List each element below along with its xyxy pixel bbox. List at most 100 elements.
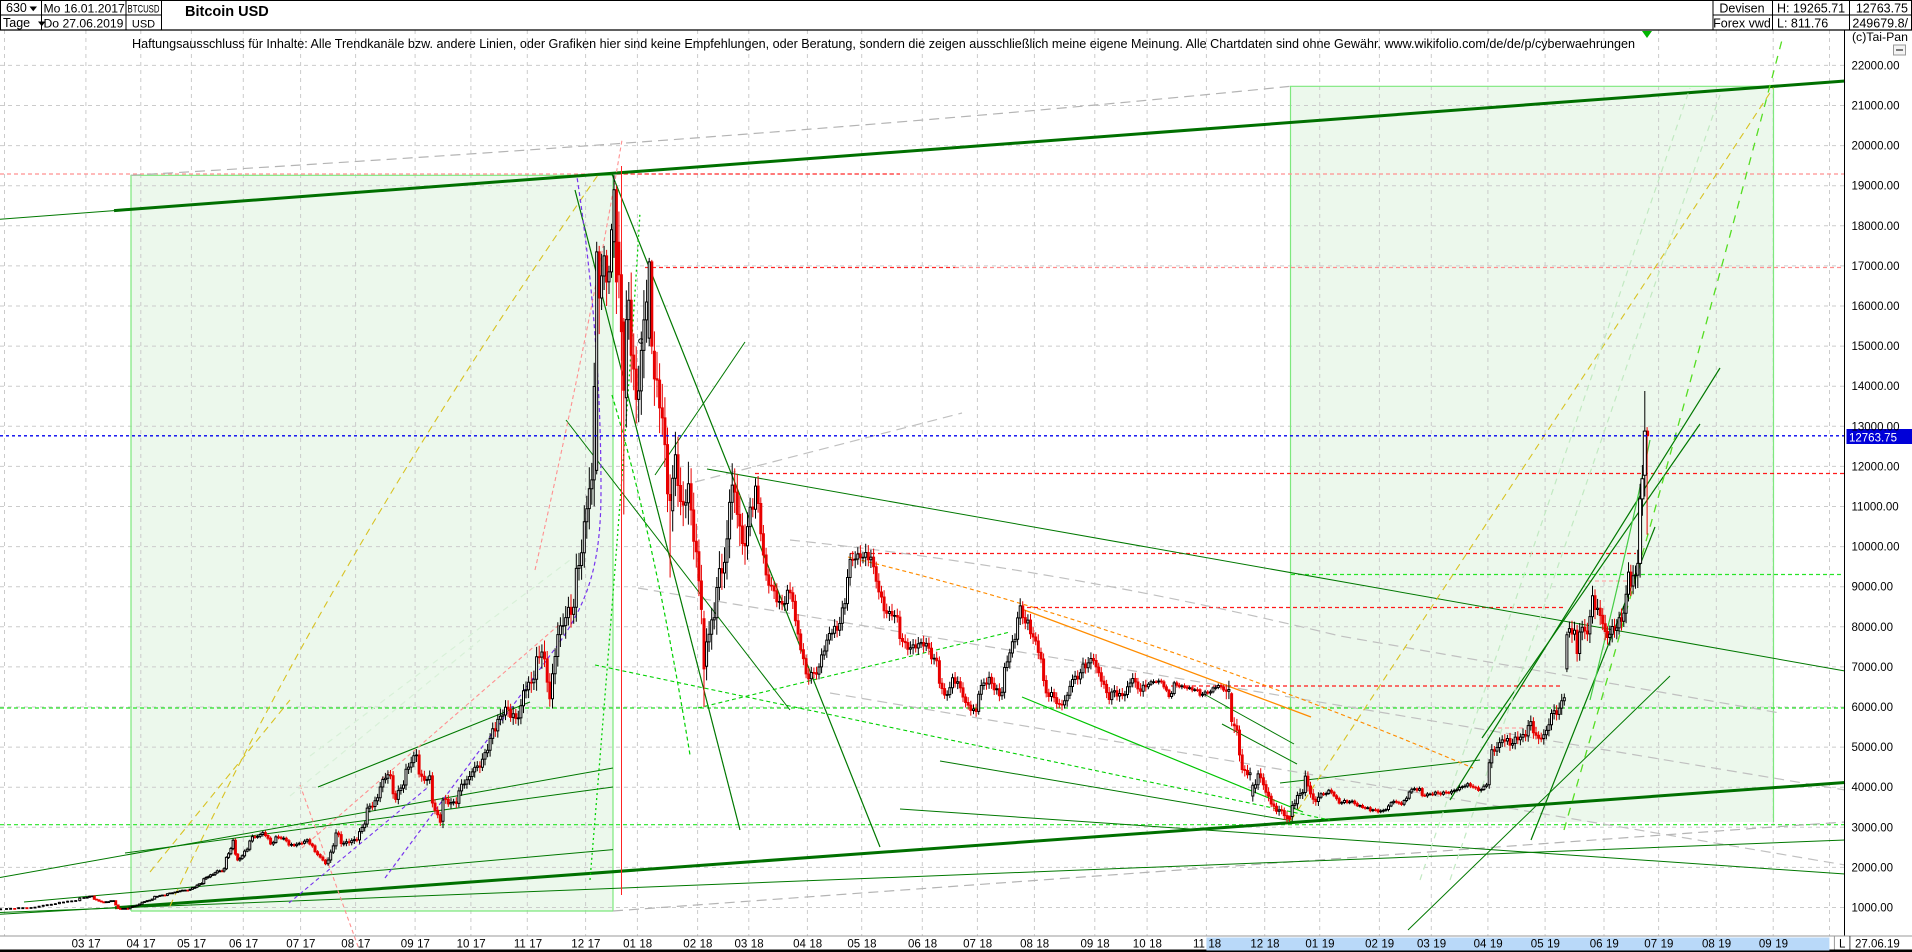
svg-text:04: 04 xyxy=(793,939,806,951)
svg-text:14000.00: 14000.00 xyxy=(1852,381,1900,393)
svg-text:05: 05 xyxy=(1531,939,1544,951)
svg-text:17: 17 xyxy=(88,939,101,951)
svg-text:3000.00: 3000.00 xyxy=(1852,822,1894,834)
svg-text:18000.00: 18000.00 xyxy=(1852,221,1900,233)
svg-text:2000.00: 2000.00 xyxy=(1852,862,1894,874)
svg-text:Tage: Tage xyxy=(3,16,30,30)
svg-text:18: 18 xyxy=(1267,939,1280,951)
svg-text:12763.75: 12763.75 xyxy=(1856,2,1908,16)
svg-text:01: 01 xyxy=(623,939,636,951)
svg-text:(c)Tai-Pan: (c)Tai-Pan xyxy=(1852,30,1908,44)
svg-text:17: 17 xyxy=(417,939,430,951)
svg-text:21000.00: 21000.00 xyxy=(1852,101,1900,113)
svg-text:15000.00: 15000.00 xyxy=(1852,341,1900,353)
svg-text:08: 08 xyxy=(1702,939,1715,951)
svg-text:19000.00: 19000.00 xyxy=(1852,181,1900,193)
svg-text:09: 09 xyxy=(401,939,414,951)
svg-text:16000.00: 16000.00 xyxy=(1852,301,1900,313)
svg-text:19: 19 xyxy=(1547,939,1560,951)
svg-text:19: 19 xyxy=(1661,939,1674,951)
svg-text:03: 03 xyxy=(1417,939,1430,951)
svg-text:17: 17 xyxy=(358,939,371,951)
svg-text:18: 18 xyxy=(864,939,877,951)
svg-text:19: 19 xyxy=(1490,939,1503,951)
svg-text:07: 07 xyxy=(286,939,299,951)
svg-text:04: 04 xyxy=(1474,939,1487,951)
svg-text:L: L xyxy=(1839,939,1846,951)
svg-text:06: 06 xyxy=(908,939,921,951)
svg-text:Haftungsausschluss für Inhalte: Haftungsausschluss für Inhalte: Alle Tre… xyxy=(132,37,1635,51)
svg-text:18: 18 xyxy=(751,939,764,951)
svg-text:01: 01 xyxy=(1305,939,1318,951)
svg-text:18: 18 xyxy=(979,939,992,951)
svg-text:4000.00: 4000.00 xyxy=(1852,782,1894,794)
svg-text:06: 06 xyxy=(1590,939,1603,951)
svg-text:17: 17 xyxy=(588,939,601,951)
svg-text:11000.00: 11000.00 xyxy=(1852,502,1899,514)
svg-text:13000.00: 13000.00 xyxy=(1852,421,1900,433)
svg-text:19: 19 xyxy=(1433,939,1446,951)
svg-text:Forex vwd: Forex vwd xyxy=(1713,17,1771,31)
svg-text:5000.00: 5000.00 xyxy=(1852,742,1894,754)
svg-text:10: 10 xyxy=(1133,939,1146,951)
svg-text:H: 19265.71: H: 19265.71 xyxy=(1777,2,1845,16)
svg-text:09: 09 xyxy=(1081,939,1094,951)
svg-text:12000.00: 12000.00 xyxy=(1852,461,1900,473)
svg-text:17: 17 xyxy=(473,939,486,951)
svg-text:07: 07 xyxy=(963,939,976,951)
svg-text:18: 18 xyxy=(1208,939,1221,951)
svg-text:9000.00: 9000.00 xyxy=(1852,582,1894,594)
svg-text:11: 11 xyxy=(514,939,526,951)
svg-text:27.06.19: 27.06.19 xyxy=(1855,939,1900,951)
svg-text:12: 12 xyxy=(1250,939,1263,951)
svg-text:07: 07 xyxy=(1644,939,1657,951)
svg-text:17: 17 xyxy=(529,939,542,951)
svg-text:11: 11 xyxy=(1193,939,1205,951)
svg-text:02: 02 xyxy=(1365,939,1378,951)
svg-text:249679.8/: 249679.8/ xyxy=(1852,17,1908,31)
svg-text:630: 630 xyxy=(6,1,27,15)
svg-text:19: 19 xyxy=(1381,939,1394,951)
svg-text:22000.00: 22000.00 xyxy=(1852,60,1900,72)
svg-text:18: 18 xyxy=(924,939,937,951)
svg-text:19: 19 xyxy=(1718,939,1731,951)
svg-text:18: 18 xyxy=(639,939,652,951)
svg-text:12763.75: 12763.75 xyxy=(1849,432,1897,444)
svg-text:USD: USD xyxy=(132,19,155,31)
svg-text:03: 03 xyxy=(735,939,748,951)
svg-text:1000.00: 1000.00 xyxy=(1852,903,1894,915)
svg-text:06: 06 xyxy=(229,939,242,951)
svg-text:Mo 16.01.2017: Mo 16.01.2017 xyxy=(44,2,126,16)
svg-text:18: 18 xyxy=(1149,939,1162,951)
svg-text:05: 05 xyxy=(177,939,190,951)
svg-text:17000.00: 17000.00 xyxy=(1852,261,1900,273)
svg-text:18: 18 xyxy=(1036,939,1049,951)
svg-text:05: 05 xyxy=(847,939,860,951)
svg-text:10: 10 xyxy=(457,939,470,951)
svg-text:6000.00: 6000.00 xyxy=(1852,702,1894,714)
svg-text:BTCUSD: BTCUSD xyxy=(128,4,160,16)
svg-text:8000.00: 8000.00 xyxy=(1852,622,1894,634)
svg-text:03: 03 xyxy=(72,939,85,951)
svg-text:18: 18 xyxy=(1097,939,1110,951)
svg-text:7000.00: 7000.00 xyxy=(1852,662,1894,674)
svg-text:08: 08 xyxy=(1020,939,1033,951)
svg-text:17: 17 xyxy=(193,939,206,951)
svg-text:18: 18 xyxy=(809,939,822,951)
svg-text:Devisen: Devisen xyxy=(1719,2,1764,16)
svg-text:Bitcoin USD: Bitcoin USD xyxy=(185,4,269,20)
svg-text:02: 02 xyxy=(683,939,696,951)
svg-text:19: 19 xyxy=(1322,939,1335,951)
svg-text:09: 09 xyxy=(1759,939,1772,951)
svg-text:10000.00: 10000.00 xyxy=(1852,542,1900,554)
svg-text:12: 12 xyxy=(571,939,584,951)
svg-text:17: 17 xyxy=(143,939,156,951)
svg-text:04: 04 xyxy=(127,939,140,951)
svg-text:19: 19 xyxy=(1775,939,1788,951)
svg-text:L: 811.76: L: 811.76 xyxy=(1777,17,1828,31)
svg-text:19: 19 xyxy=(1606,939,1619,951)
svg-text:18: 18 xyxy=(700,939,713,951)
svg-text:20000.00: 20000.00 xyxy=(1852,141,1900,153)
svg-text:17: 17 xyxy=(245,939,258,951)
svg-text:Do 27.06.2019: Do 27.06.2019 xyxy=(44,17,124,31)
